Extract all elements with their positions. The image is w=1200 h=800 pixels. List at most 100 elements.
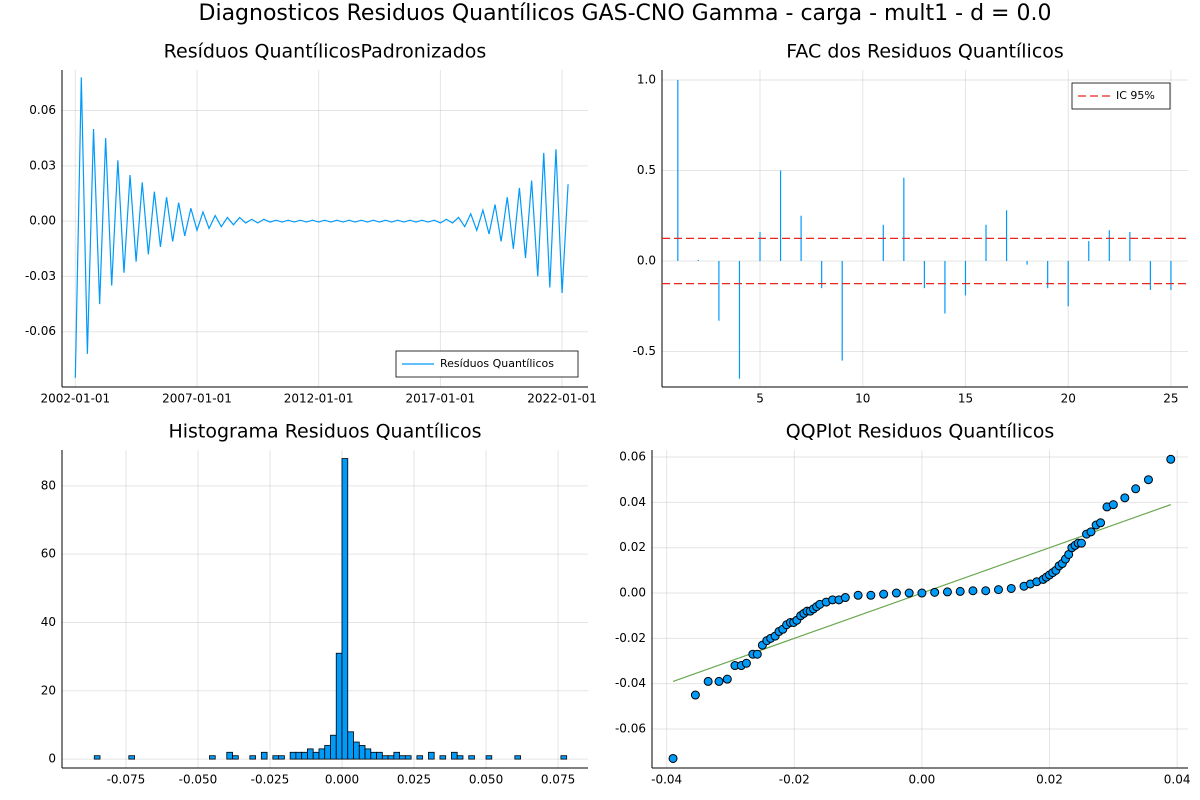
qq-point <box>879 589 889 599</box>
y-tick-label: 0.02 <box>619 540 646 554</box>
y-tick-label: 20 <box>41 683 56 697</box>
qq-point <box>853 590 863 600</box>
y-tick-label: 0 <box>48 752 56 766</box>
qq-point <box>840 593 850 603</box>
histogram-bar <box>353 741 360 760</box>
qq-point <box>703 676 713 686</box>
qq-point <box>891 588 901 598</box>
x-tick-label: 0.000 <box>325 773 359 787</box>
histogram-bar <box>456 755 464 760</box>
histogram-bar <box>358 745 366 760</box>
x-tick-label: 5 <box>756 392 764 406</box>
y-tick-label: 1.0 <box>637 72 656 86</box>
y-tick-label: -0.06 <box>615 722 646 736</box>
x-tick-label: 0.050 <box>469 773 503 787</box>
histogram-bar <box>330 734 337 760</box>
qq-point <box>752 649 762 659</box>
x-tick-label: 25 <box>1163 392 1178 406</box>
y-tick-label: -0.02 <box>615 631 646 645</box>
histogram-bar <box>295 751 303 760</box>
histogram-bar <box>514 755 521 760</box>
x-tick-label: 2022-01-01 <box>527 392 597 406</box>
histogram-bar <box>370 751 377 760</box>
y-tick-label: 0.0 <box>637 253 656 267</box>
histogram-bar <box>307 748 314 760</box>
histogram-bar <box>439 755 447 760</box>
y-tick-label: 0.00 <box>29 214 56 228</box>
qq-point <box>1120 493 1130 503</box>
x-tick-label: 20 <box>1061 392 1076 406</box>
histogram-bar <box>93 755 101 760</box>
qq-point <box>1143 475 1153 485</box>
x-tick-label: 2012-01-01 <box>284 392 354 406</box>
y-tick-label: 0.06 <box>29 103 56 117</box>
x-tick-label: -0.02 <box>779 773 810 787</box>
histogram-bar <box>278 755 285 760</box>
qq-point <box>1086 527 1096 537</box>
y-tick-label: 80 <box>41 478 56 492</box>
qq-point <box>981 586 991 596</box>
histogram-bar <box>428 751 435 760</box>
qq-point <box>1096 518 1106 528</box>
histogram-bar <box>260 751 268 760</box>
histogram-bar <box>468 755 475 760</box>
y-tick-label: 0.00 <box>619 586 646 600</box>
legend-label: Resíduos Quantílicos <box>440 357 554 370</box>
y-tick-label: 0.03 <box>29 158 56 172</box>
y-tick-label: 40 <box>41 615 56 629</box>
figure-title: Diagnosticos Residuos Quantílicos GAS-CN… <box>199 1 1052 26</box>
x-tick-label: -0.025 <box>251 773 290 787</box>
x-tick-label: -0.075 <box>107 773 146 787</box>
panel-title: Histograma Residuos Quantílicos <box>168 421 481 443</box>
x-tick-label: 0.00 <box>909 773 936 787</box>
x-tick-label: 15 <box>958 392 973 406</box>
y-tick-label: -0.06 <box>25 324 56 338</box>
histogram-bar <box>364 748 372 760</box>
panel-title: FAC dos Residuos Quantílicos <box>786 41 1064 63</box>
qq-point <box>1166 454 1176 464</box>
qq-point <box>668 753 678 763</box>
x-tick-label: 2007-01-01 <box>162 392 232 406</box>
qq-point <box>930 587 940 597</box>
qq-point <box>741 658 751 668</box>
histogram-bar <box>416 755 424 760</box>
histogram-bar <box>404 755 412 760</box>
x-tick-label: 0.02 <box>1036 773 1063 787</box>
x-tick-label: -0.050 <box>179 773 218 787</box>
histogram-bar <box>393 751 401 760</box>
histogram-bar <box>341 458 349 760</box>
series-line <box>74 77 569 378</box>
x-tick-label: 0.04 <box>1164 773 1191 787</box>
histogram-bar <box>301 751 308 760</box>
qq-point <box>866 590 876 600</box>
histogram-bar <box>347 731 354 760</box>
histogram-bar <box>335 652 343 760</box>
y-tick-label: 0.5 <box>637 163 656 177</box>
qq-point <box>993 585 1003 595</box>
y-tick-label: -0.03 <box>25 269 56 283</box>
legend-box <box>1071 82 1171 110</box>
histogram-bar <box>226 751 233 760</box>
qq-point <box>942 587 952 597</box>
x-tick-label: 10 <box>855 392 870 406</box>
qq-point <box>917 588 927 598</box>
qq-point <box>955 586 965 596</box>
histogram-bar <box>289 751 297 760</box>
qq-point <box>904 588 914 598</box>
y-tick-label: 0.04 <box>619 495 646 509</box>
y-tick-label: 60 <box>41 547 56 561</box>
histogram-bar <box>399 755 406 760</box>
histogram-bar <box>312 751 320 760</box>
histogram-bar <box>232 755 239 760</box>
qq-point <box>690 690 700 700</box>
legend-label: IC 95% <box>1116 89 1155 102</box>
histogram-bar <box>209 755 216 760</box>
y-tick-label: -0.04 <box>615 676 646 690</box>
panel-title: Resíduos QuantílicosPadronizados <box>164 41 487 63</box>
y-tick-label: 0.06 <box>619 450 646 464</box>
qq-point <box>968 586 978 596</box>
histogram-bar <box>318 748 326 760</box>
qq-point <box>1076 538 1086 548</box>
histogram-bar <box>560 755 568 760</box>
